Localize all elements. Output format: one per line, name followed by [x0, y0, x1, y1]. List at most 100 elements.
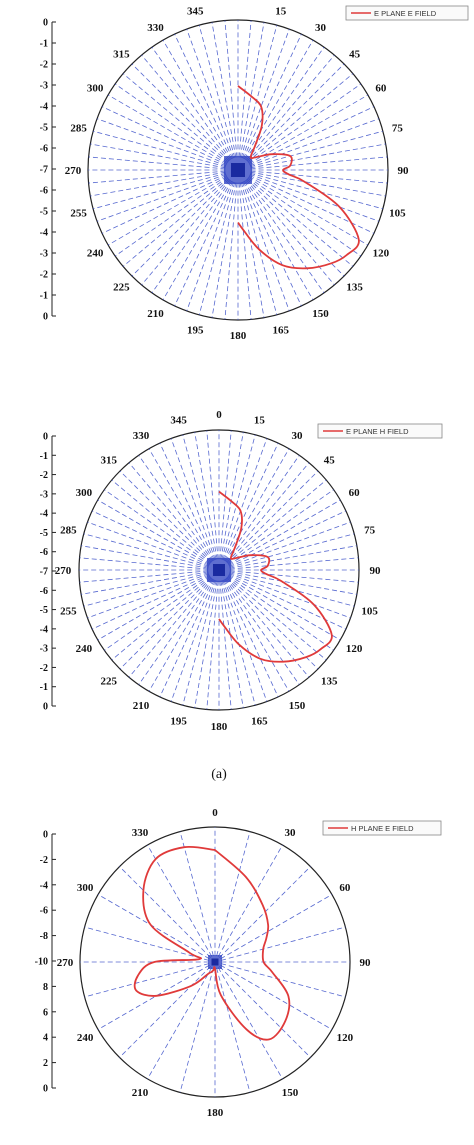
- grid-spoke: [182, 434, 217, 560]
- grid-spoke: [229, 571, 357, 595]
- polar-chart-e-plane-h-field: 0 345 15 330 30 315 45 300 60 285 75 270 90 255 105 240…: [40, 409, 443, 733]
- angle-label: 0: [212, 807, 218, 819]
- grid-spoke: [91, 574, 210, 630]
- grid-spoke: [96, 118, 227, 167]
- angle-label: 300: [77, 882, 94, 894]
- radial-tick-label: -4: [40, 509, 48, 520]
- grid-spoke: [219, 966, 311, 1058]
- angle-label: 120: [337, 1032, 354, 1044]
- grid-spoke: [222, 438, 268, 560]
- grid-spoke: [246, 63, 345, 162]
- angle-label: 330: [132, 827, 149, 839]
- grid-spoke: [226, 577, 319, 670]
- grid-spoke: [119, 866, 211, 958]
- radial-tick-label: -2: [40, 663, 48, 674]
- grid-spoke: [170, 438, 216, 560]
- radial-tick-label: -4: [40, 880, 48, 891]
- grid-spoke: [79, 557, 209, 570]
- series-pattern-line: [237, 85, 360, 270]
- grid-spoke: [224, 578, 300, 685]
- grid-spoke: [97, 964, 210, 1030]
- radial-tick-label: -5: [40, 528, 48, 539]
- angle-label: 345: [170, 414, 187, 426]
- grid-spoke: [104, 489, 211, 565]
- grid-spoke: [131, 63, 230, 162]
- angle-label: 210: [133, 700, 150, 712]
- grid-spoke: [186, 181, 235, 312]
- grid-spoke: [229, 573, 351, 619]
- grid-spoke: [174, 181, 234, 307]
- grid-spoke: [224, 182, 238, 320]
- angle-label: 135: [346, 282, 363, 294]
- grid-spoke: [216, 967, 251, 1093]
- grid-spoke: [216, 831, 251, 957]
- angle-label: 105: [361, 605, 378, 617]
- grid-spoke: [243, 180, 314, 301]
- angle-label: 285: [60, 525, 77, 537]
- grid-spoke: [138, 455, 214, 562]
- grid-spoke: [159, 579, 215, 698]
- radial-tick-label: -1: [40, 39, 48, 50]
- grid-spoke: [147, 844, 213, 957]
- angle-label: 105: [389, 208, 406, 220]
- legend-label: E PLANE E FIELD: [374, 9, 437, 18]
- radial-tick-label: -2: [40, 60, 48, 71]
- angle-label: 270: [65, 165, 82, 177]
- grid-spoke: [239, 182, 265, 318]
- grid-spoke: [90, 143, 226, 169]
- grid-spoke: [222, 580, 268, 702]
- angle-label: 225: [100, 675, 117, 687]
- radial-tick-label: -1: [40, 682, 48, 693]
- grid-spoke: [229, 533, 355, 568]
- grid-spoke: [186, 28, 235, 159]
- grid-spoke: [88, 170, 226, 184]
- radial-tick-label: -1: [40, 451, 48, 462]
- grid-spoke: [93, 130, 226, 168]
- grid-spoke: [248, 176, 362, 257]
- grid-spoke: [250, 171, 386, 197]
- grid-spoke: [229, 572, 355, 607]
- grid-spoke: [229, 545, 357, 569]
- grid-spoke: [97, 894, 210, 960]
- angle-labels: 345 15 330 30 315 45 300 60 285 75 270 90 255 105 240 1…: [65, 6, 409, 342]
- grid-spoke: [249, 118, 380, 167]
- polar-chart-e-plane-e-field: 345 15 330 30 315 45 300 60 285 75 270 90 255 105 240 1…: [40, 5, 469, 342]
- angle-label: 330: [147, 22, 164, 34]
- angle-label: 285: [70, 122, 87, 134]
- grid-spoke: [84, 926, 210, 961]
- angle-label: 195: [170, 716, 187, 728]
- legend: H PLANE E FIELD: [322, 820, 442, 836]
- grid-spoke: [87, 521, 209, 567]
- angle-label: 315: [113, 48, 130, 60]
- grid-spoke: [198, 25, 236, 158]
- grid-spoke: [211, 182, 237, 318]
- radial-tick-label: -8: [40, 931, 48, 942]
- radial-tick-label: 0: [43, 312, 48, 323]
- radial-tick-label: -10: [35, 957, 48, 968]
- angle-label: 195: [187, 324, 204, 336]
- grid-spoke: [141, 179, 231, 286]
- radial-tick-label: -6: [40, 144, 48, 155]
- angle-label: 120: [346, 643, 363, 655]
- grid-spoke: [217, 967, 283, 1080]
- grid-spoke: [250, 143, 386, 169]
- center-marker-core: [231, 163, 245, 177]
- radial-tick-label: -6: [40, 906, 48, 917]
- grid-spoke: [249, 106, 375, 166]
- series-pattern-line: [133, 845, 291, 1041]
- angle-label: 165: [272, 324, 289, 336]
- grid-spoke: [107, 175, 228, 246]
- grid-spoke: [220, 432, 244, 560]
- grid-spoke: [224, 448, 290, 561]
- grid-spoke: [225, 462, 310, 562]
- radial-tick-label: -3: [40, 81, 48, 92]
- grid-spoke: [247, 177, 354, 267]
- grid-spoke: [211, 22, 237, 158]
- grid-spoke: [229, 557, 359, 570]
- grid-spoke: [220, 894, 333, 960]
- grid-spoke: [83, 572, 209, 607]
- angle-label: 225: [113, 282, 130, 294]
- grid-spoke: [198, 182, 236, 315]
